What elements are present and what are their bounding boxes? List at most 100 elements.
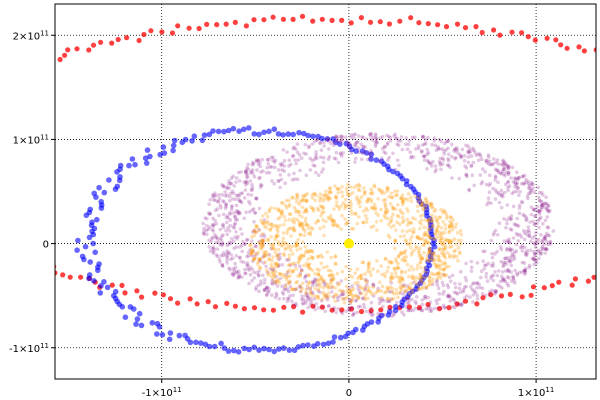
series-3-point [389,195,394,200]
series-3-point [454,242,458,247]
series-2-point [491,278,496,283]
series-0-point [224,300,230,306]
series-1-point [179,139,186,146]
series-3-point [276,240,281,244]
series-2-point [370,138,375,142]
series-3-point [421,243,426,247]
series-2-point [250,188,254,192]
series-2-point [306,305,310,310]
series-1-point [246,346,252,353]
series-3-point [290,244,295,249]
series-2-point [425,152,430,156]
series-3-point [438,239,442,243]
series-2-point [440,162,445,167]
series-2-point [520,245,524,250]
series-2-point [318,141,322,146]
series-3-point [326,215,331,220]
series-2-point [267,290,271,294]
series-2-point [483,249,487,254]
series-3-point [269,235,274,239]
series-3-point [367,285,371,290]
series-2-point [276,179,281,183]
series-2-point [227,199,232,203]
series-0-point [196,25,202,32]
series-3-point [422,232,427,236]
series-2-point [387,155,392,160]
series-2-point [250,208,254,212]
series-3-point [315,267,320,272]
series-2-point [221,223,225,228]
series-2-point [313,155,318,159]
series-3-point [344,204,348,209]
series-2-point [270,278,275,283]
series-3-point [357,215,361,219]
series-2-point [304,294,308,298]
series-2-point [252,220,256,224]
series-2-point [220,241,224,246]
series-2-point [422,154,427,158]
series-2-point [219,206,223,210]
series-3-point [407,268,412,272]
series-2-point [420,308,425,313]
series-0-point [319,304,325,310]
series-0-point [205,299,211,305]
series-3-point [295,192,299,197]
series-2-point [532,256,536,261]
series-2-point [505,256,510,260]
series-2-point [363,286,367,290]
series-2-point [340,311,345,316]
series-3-point [389,215,394,220]
series-2-point [532,207,536,211]
series-2-point [523,271,528,275]
series-2-point [498,245,503,249]
series-2-point [463,164,467,168]
series-1-point [160,144,167,150]
series-3-point [325,250,330,254]
series-3-point [402,284,407,289]
series-2-point [539,203,544,208]
series-2-point [260,157,264,162]
series-3-point [308,285,313,290]
series-3-point [410,276,415,280]
series-2-point [506,267,510,272]
series-2-point [499,205,504,210]
series-2-point [245,181,250,185]
series-2-point [455,147,460,152]
series-2-point [525,217,529,221]
series-2-point [543,234,548,239]
series-2-point [223,206,228,211]
series-2-point [353,143,357,147]
series-2-point [230,189,235,193]
series-2-point [480,180,485,184]
series-2-point [267,170,272,175]
series-2-point [216,199,221,203]
series-1-point [353,148,360,154]
series-3-point [434,263,438,267]
series-2-point [377,159,382,164]
series-2-point [369,300,374,305]
series-0-point [358,308,365,315]
series-1-point [104,284,111,291]
series-2-point [246,192,250,197]
series-2-point [206,227,211,231]
series-2-point [505,221,509,226]
series-3-point [355,267,360,272]
series-2-point [546,204,551,208]
series-2-point [540,246,544,251]
series-2-point [390,314,394,318]
series-2-point [256,158,261,163]
series-0-point [581,48,588,54]
series-2-point [461,289,466,294]
series-0-point [47,57,52,62]
series-0-point [186,25,192,31]
series-3-point [355,197,359,202]
series-1-point [314,341,321,347]
series-0-point [44,262,49,267]
series-3-point [360,260,365,265]
series-2-point [351,312,356,317]
series-0-point [67,274,73,280]
series-2-point [509,217,513,221]
series-2-point [277,257,281,262]
series-2-point [423,296,428,301]
series-1-point [119,304,126,310]
